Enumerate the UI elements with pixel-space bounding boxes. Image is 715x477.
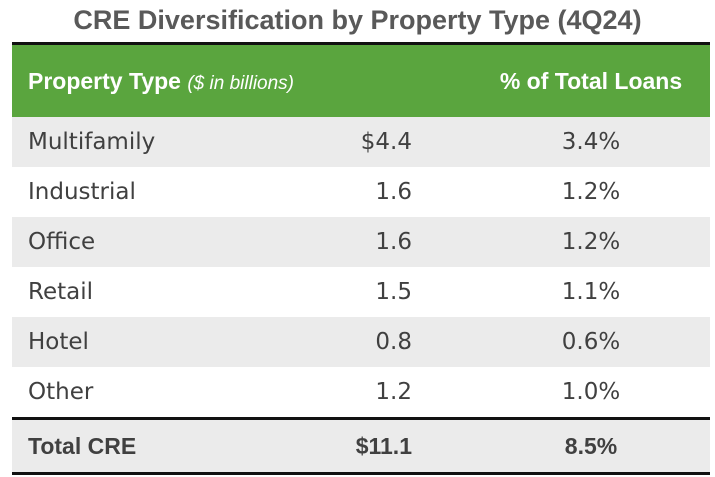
table-header: Property Type ($ in billions) % of Total…	[12, 45, 710, 117]
total-value: $11.1	[355, 433, 412, 459]
table-row: Industrial 1.6 1.2%	[12, 167, 710, 217]
row-pct: 3.4%	[561, 129, 621, 155]
cre-table: Property Type ($ in billions) % of Total…	[12, 42, 710, 475]
table-row: Office 1.6 1.2%	[12, 217, 710, 267]
row-value: 1.6	[375, 229, 412, 255]
total-row: Total CRE $11.1 8.5%	[12, 420, 710, 472]
table-bottom-rule	[12, 472, 710, 475]
row-name: Other	[28, 379, 94, 405]
row-value: 1.2	[375, 379, 412, 405]
total-name: Total CRE	[28, 433, 137, 459]
header-property-type-label: Property Type	[28, 68, 181, 94]
row-pct: 1.2%	[561, 179, 621, 205]
row-name: Multifamily	[28, 129, 156, 155]
table-row: Hotel 0.8 0.6%	[12, 317, 710, 367]
row-value: 0.8	[375, 329, 412, 355]
header-unit-note: ($ in billions)	[187, 73, 294, 94]
row-pct: 0.6%	[561, 329, 621, 355]
table-row: Other 1.2 1.0%	[12, 367, 710, 417]
row-pct: 1.2%	[561, 229, 621, 255]
table-top-rule	[12, 42, 710, 45]
row-value: 1.6	[375, 179, 412, 205]
chart-title: CRE Diversification by Property Type (4Q…	[73, 5, 642, 35]
row-pct: 1.1%	[561, 279, 621, 305]
row-pct: 1.0%	[561, 379, 621, 405]
total-top-rule	[12, 417, 710, 420]
row-name: Industrial	[28, 179, 136, 205]
row-name: Office	[28, 229, 96, 255]
table-row: Multifamily $4.4 3.4%	[12, 117, 710, 167]
total-pct: 8.5%	[564, 433, 618, 459]
row-name: Hotel	[28, 329, 89, 355]
row-value: $4.4	[360, 129, 412, 155]
header-percent-total: % of Total Loans	[499, 68, 683, 94]
header-property-type: Property Type ($ in billions)	[28, 45, 294, 120]
row-name: Retail	[28, 279, 93, 305]
table-row: Retail 1.5 1.1%	[12, 267, 710, 317]
row-value: 1.5	[375, 279, 412, 305]
